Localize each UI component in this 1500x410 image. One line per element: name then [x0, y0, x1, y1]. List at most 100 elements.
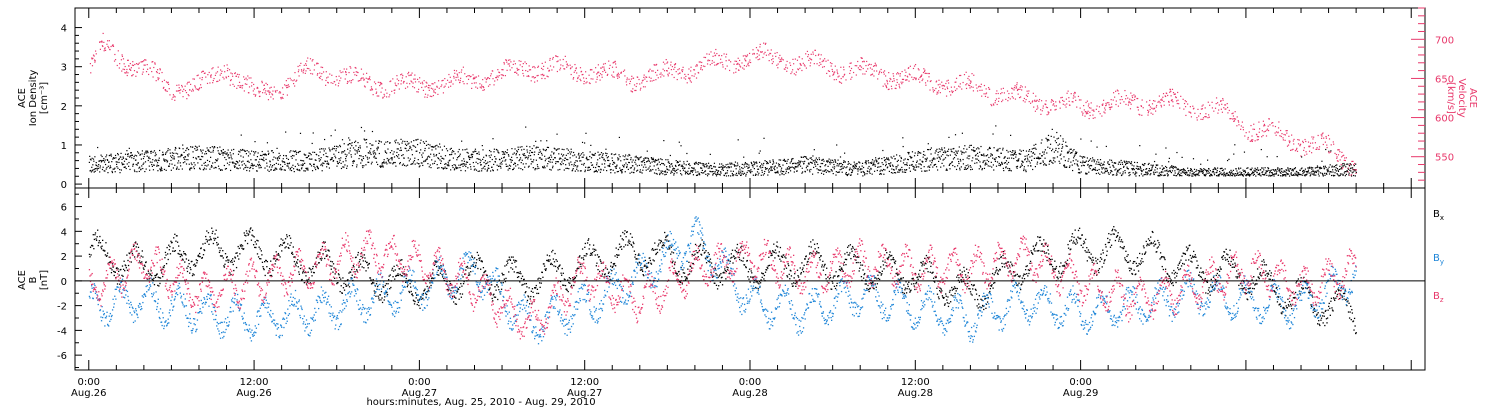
- density-point: [580, 153, 583, 155]
- density-point: [1049, 147, 1051, 149]
- velocity-point: [560, 64, 562, 66]
- density-point: [383, 161, 385, 163]
- velocity-point: [547, 76, 549, 78]
- density-point: [612, 163, 614, 166]
- velocity-point: [935, 81, 937, 83]
- velocity-point: [239, 86, 241, 88]
- density-point: [922, 161, 924, 163]
- density-point: [107, 172, 109, 174]
- velocity-point: [670, 61, 672, 63]
- density-point: [739, 172, 741, 174]
- density-point: [1056, 131, 1058, 134]
- density-point: [886, 167, 888, 169]
- density-point: [356, 164, 358, 166]
- density-point: [737, 139, 739, 141]
- velocity-point: [427, 84, 430, 86]
- velocity-point: [611, 66, 614, 68]
- density-point: [533, 145, 535, 147]
- density-point: [740, 174, 742, 177]
- velocity-point: [527, 70, 529, 73]
- velocity-point: [1119, 102, 1122, 104]
- density-point: [1001, 162, 1003, 164]
- velocity-point: [93, 55, 95, 57]
- density-point: [277, 157, 279, 159]
- density-point: [1094, 159, 1096, 161]
- density-point: [926, 157, 928, 159]
- velocity-point: [1150, 112, 1152, 114]
- density-point: [1082, 164, 1084, 166]
- velocity-point: [880, 71, 883, 74]
- density-point: [1140, 169, 1142, 172]
- density-point: [756, 162, 758, 164]
- density-point: [582, 152, 584, 154]
- density-point: [354, 153, 356, 155]
- density-point: [104, 170, 106, 172]
- velocity-point: [300, 62, 302, 64]
- density-point: [711, 167, 713, 170]
- velocity-point: [820, 54, 822, 56]
- velocity-point: [394, 84, 397, 86]
- density-point: [1174, 166, 1177, 168]
- velocity-point: [781, 58, 783, 60]
- velocity-point: [953, 86, 956, 88]
- density-point: [1105, 145, 1107, 148]
- density-point: [767, 174, 769, 176]
- velocity-point: [126, 68, 128, 71]
- velocity-point: [1086, 100, 1089, 102]
- density-point: [692, 170, 694, 172]
- velocity-point: [1149, 108, 1151, 111]
- velocity-point: [1028, 90, 1030, 92]
- density-point: [95, 164, 97, 166]
- velocity-point: [335, 84, 337, 86]
- velocity-point: [802, 62, 804, 64]
- density-point: [643, 161, 646, 164]
- density-point: [1175, 175, 1177, 177]
- density-point: [315, 159, 317, 161]
- velocity-point: [1132, 99, 1134, 102]
- density-point: [1103, 164, 1105, 166]
- density-point: [585, 157, 587, 159]
- velocity-point: [1073, 95, 1075, 97]
- velocity-point: [274, 90, 276, 92]
- density-point: [1094, 167, 1096, 169]
- velocity-point: [757, 59, 759, 61]
- density-point: [817, 163, 819, 166]
- density-point: [1137, 166, 1139, 168]
- velocity-point: [230, 79, 232, 81]
- density-point: [769, 161, 771, 163]
- density-point: [1022, 161, 1024, 164]
- density-point: [869, 169, 871, 171]
- density-point: [832, 166, 834, 168]
- density-point: [1024, 158, 1027, 160]
- density-point: [523, 154, 525, 156]
- density-point: [840, 162, 842, 165]
- velocity-point: [833, 72, 835, 74]
- density-point: [98, 163, 100, 166]
- density-point: [283, 169, 285, 171]
- density-point: [557, 169, 559, 171]
- density-point: [213, 167, 215, 169]
- density-point: [490, 154, 492, 156]
- density-point: [526, 145, 528, 147]
- density-point: [854, 166, 856, 168]
- density-point: [695, 174, 698, 177]
- density-point: [884, 159, 886, 161]
- density-point: [489, 156, 491, 159]
- density-point: [1128, 161, 1131, 163]
- velocity-point: [422, 89, 425, 91]
- density-point: [932, 158, 935, 160]
- density-point: [1081, 162, 1083, 164]
- density-point: [595, 169, 597, 172]
- density-point: [516, 150, 518, 152]
- density-point: [1097, 159, 1099, 161]
- density-point: [507, 169, 509, 171]
- velocity-point: [812, 51, 814, 53]
- velocity-point: [355, 67, 357, 69]
- density-point: [248, 151, 250, 153]
- density-point: [382, 162, 385, 164]
- velocity-point: [271, 93, 273, 95]
- density-point: [1060, 158, 1062, 160]
- density-point: [572, 151, 575, 154]
- density-point: [618, 154, 620, 156]
- velocity-point: [831, 70, 834, 73]
